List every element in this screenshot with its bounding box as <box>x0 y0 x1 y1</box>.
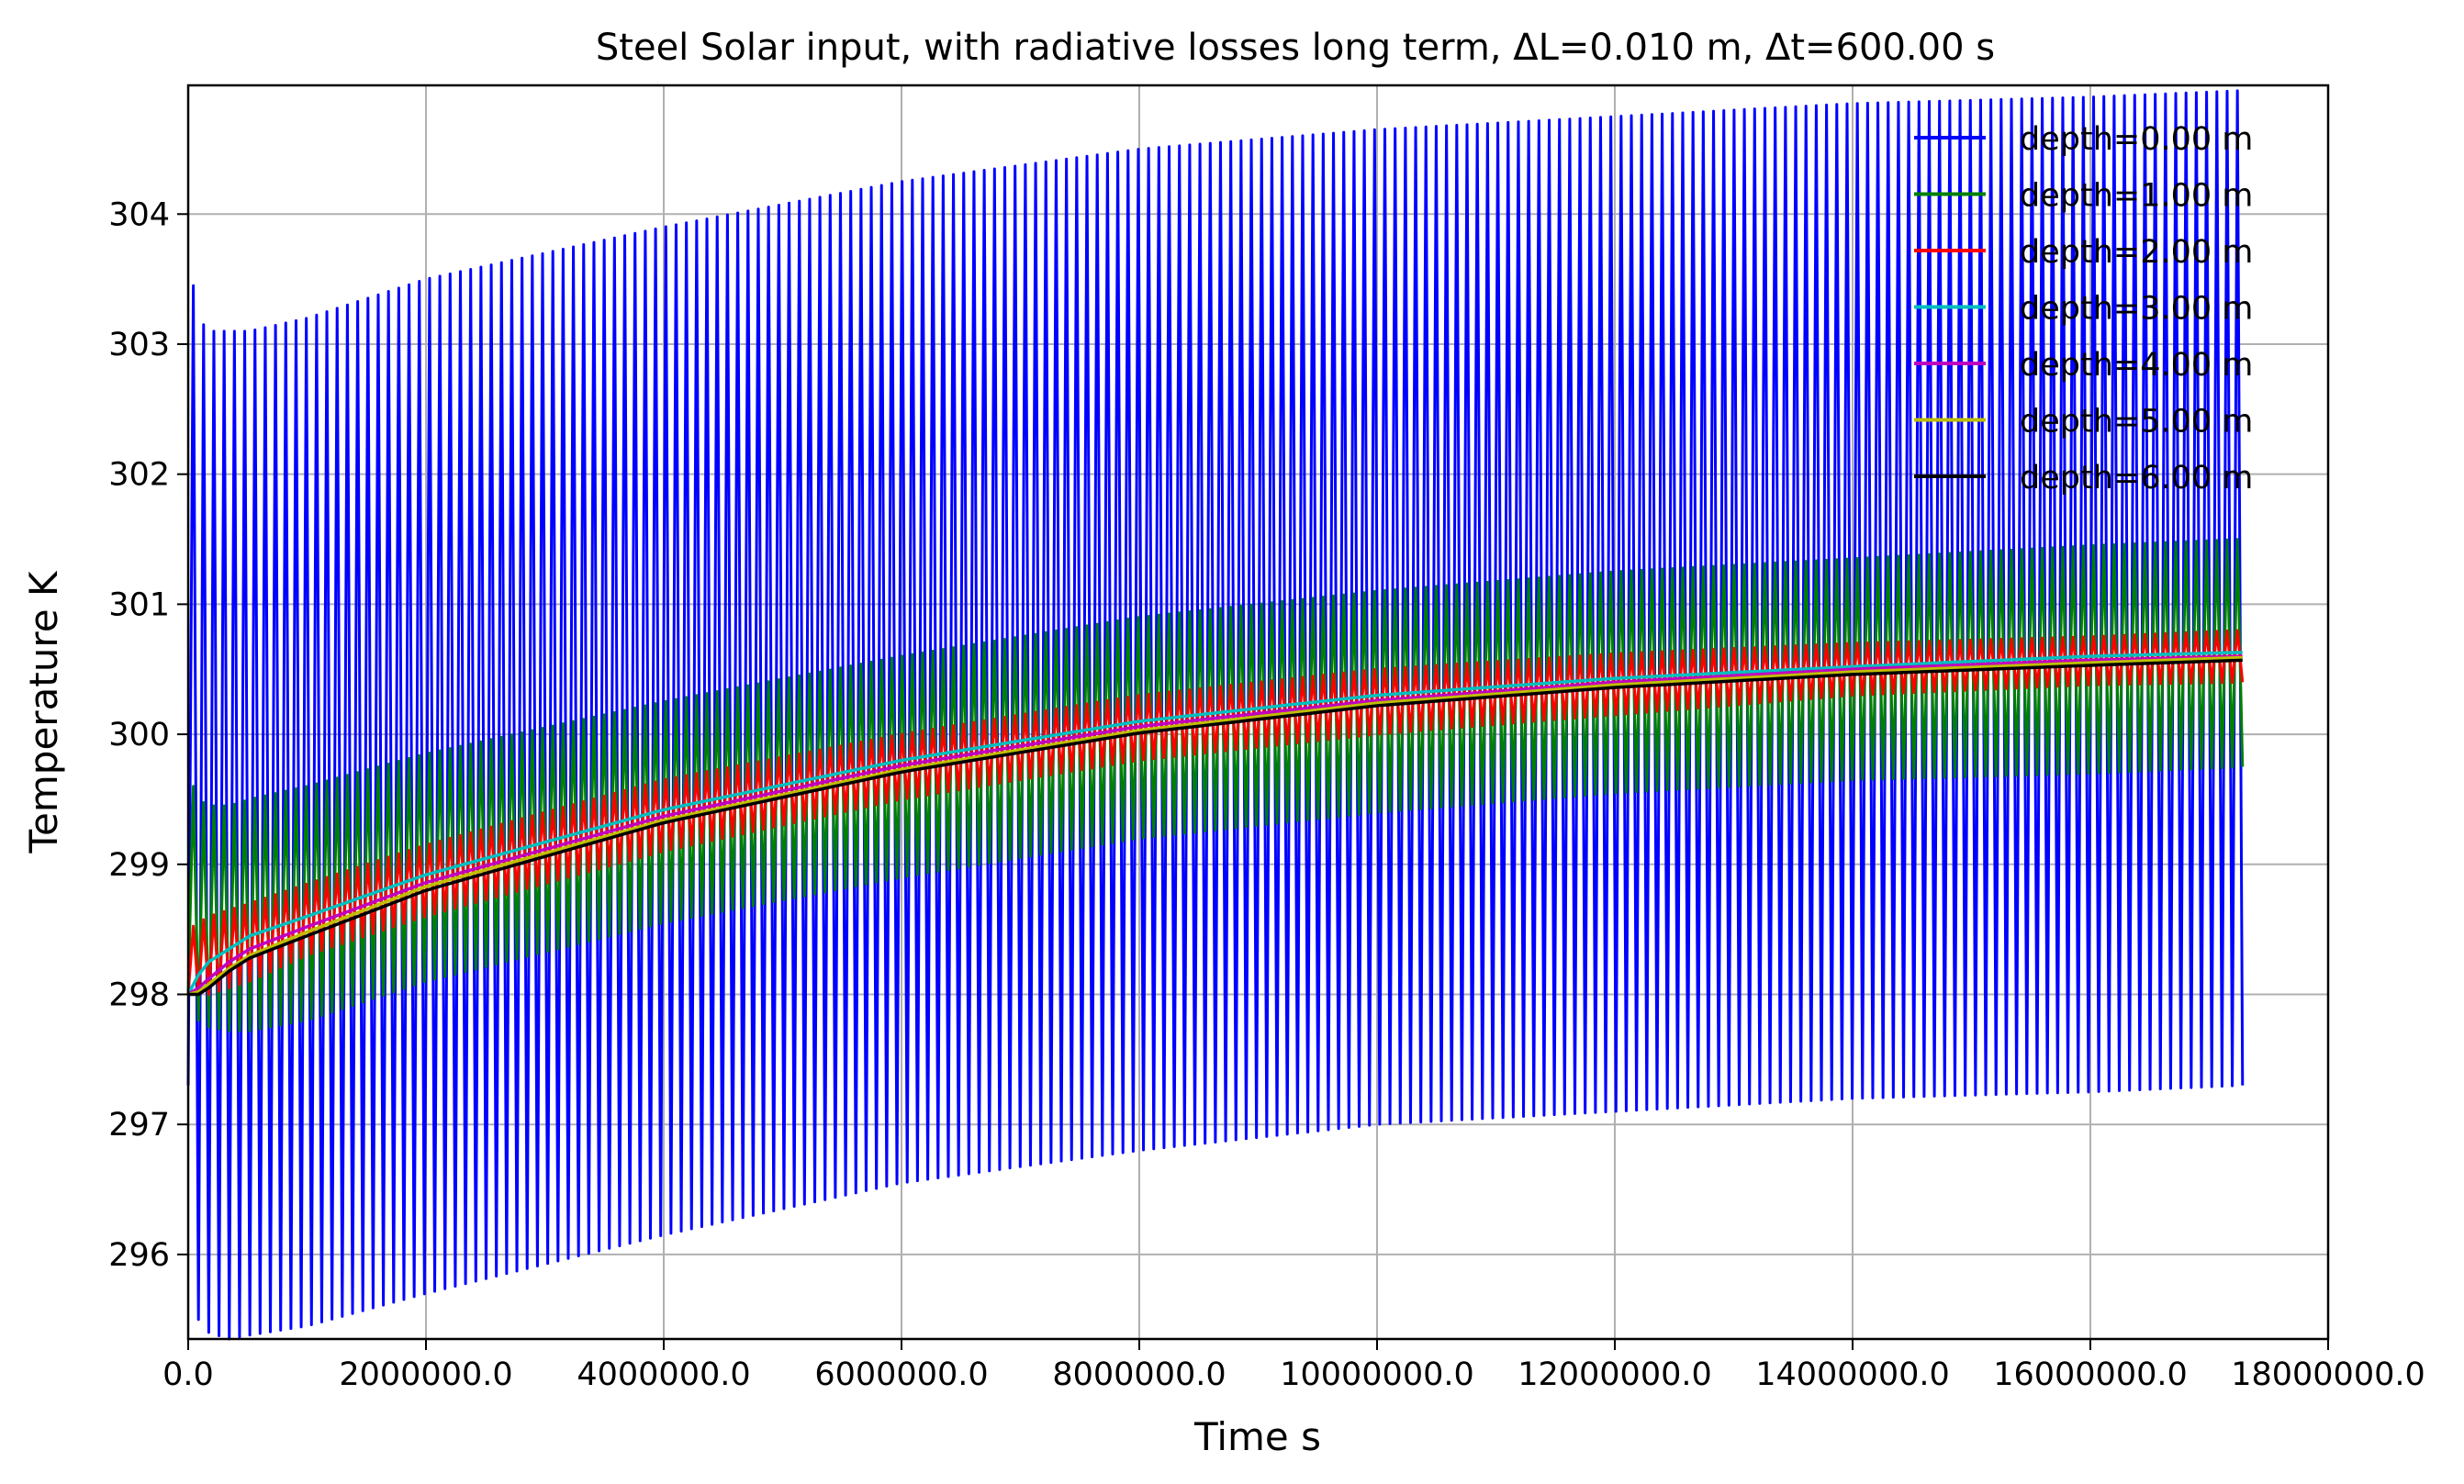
x-axis-label: Time s <box>1193 1414 1321 1459</box>
x-tick-label: 18000000.0 <box>2231 1356 2425 1393</box>
y-tick-label: 301 <box>108 586 170 623</box>
x-tick-label: 4000000.0 <box>577 1356 750 1393</box>
y-tick-label: 303 <box>108 327 170 363</box>
y-tick-label: 304 <box>108 196 170 233</box>
series-line-3 <box>186 651 2243 996</box>
axes-frame <box>186 84 2330 1341</box>
x-tick-label: 10000000.0 <box>1280 1356 1474 1393</box>
series-line-5 <box>187 655 2243 997</box>
axis-ticks: 0.0 2000000.0 4000000.0 6000000.0 8000000.0 1… <box>108 196 2425 1393</box>
legend: depth=0.00 m depth=1.00 m depth=2.00 m dept… <box>1914 121 2253 497</box>
chart-title: Steel Solar input, with radiative losses… <box>596 27 1995 69</box>
legend-label: depth=0.00 m <box>2020 121 2253 158</box>
series-line-2 <box>186 629 2245 996</box>
series-line-6 <box>188 658 2243 997</box>
series-line-4 <box>187 654 2243 996</box>
plot-series <box>186 89 2245 1341</box>
x-tick-label: 12000000.0 <box>1518 1356 1712 1393</box>
legend-label: depth=4.00 m <box>2020 347 2253 384</box>
y-tick-label: 302 <box>108 457 170 494</box>
series-line-1 <box>186 538 2245 1032</box>
y-axis-label: Temperature K <box>21 570 66 854</box>
legend-label: depth=5.00 m <box>2020 404 2253 441</box>
y-tick-label: 299 <box>108 847 170 884</box>
legend-label: depth=2.00 m <box>2020 234 2253 271</box>
legend-label: depth=1.00 m <box>2020 178 2253 215</box>
x-tick-label: 6000000.0 <box>814 1356 988 1393</box>
y-tick-label: 296 <box>108 1237 170 1274</box>
y-tick-label: 300 <box>108 717 170 753</box>
series-line-0 <box>186 89 2245 1341</box>
y-tick-label: 297 <box>108 1107 170 1144</box>
x-tick-label: 8000000.0 <box>1052 1356 1226 1393</box>
x-tick-label: 14000000.0 <box>1755 1356 1950 1393</box>
x-tick-label: 0.0 <box>162 1356 214 1393</box>
x-tick-label: 2000000.0 <box>339 1356 512 1393</box>
y-tick-label: 298 <box>108 976 170 1013</box>
legend-label: depth=6.00 m <box>2020 460 2253 497</box>
legend-label: depth=3.00 m <box>2020 291 2253 328</box>
x-tick-label: 16000000.0 <box>1993 1356 2188 1393</box>
